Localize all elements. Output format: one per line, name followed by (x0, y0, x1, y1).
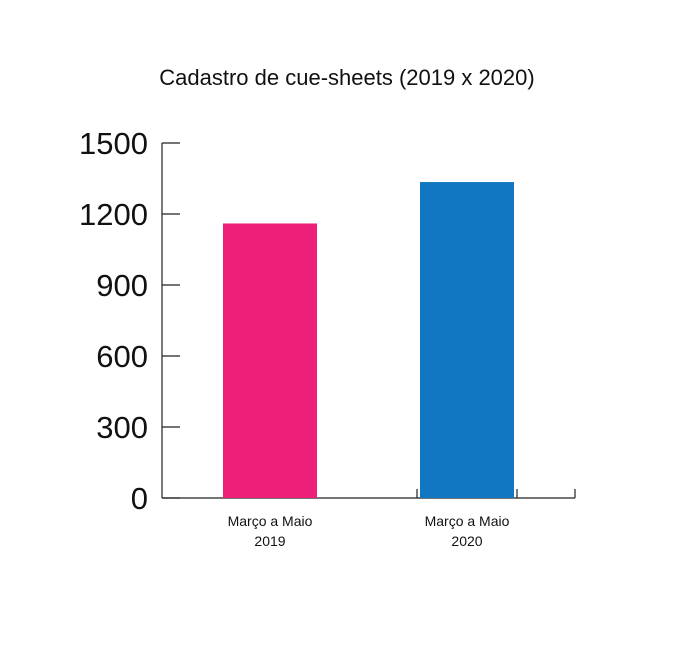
y-tick-label: 1500 (79, 126, 148, 161)
x-tick-label: 2019 (254, 533, 285, 549)
y-tick-label: 300 (96, 410, 148, 445)
y-tick-label: 900 (96, 268, 148, 303)
x-tick-label: 2020 (451, 533, 482, 549)
bar (420, 182, 514, 499)
y-tick-label: 600 (96, 339, 148, 374)
x-tick-label: Março a Maio (425, 513, 510, 529)
y-tick-label: 0 (131, 481, 148, 516)
x-tick-label: Março a Maio (228, 513, 313, 529)
y-axis: 0 300 600 900 1200 1500 (79, 126, 180, 516)
chart-title: Cadastro de cue-sheets (2019 x 2020) (159, 65, 534, 90)
x-axis: Março a Maio 2019 Março a Maio 2020 (162, 489, 576, 549)
y-tick-label: 1200 (79, 197, 148, 232)
bar (223, 223, 317, 498)
bars-group (223, 182, 514, 499)
